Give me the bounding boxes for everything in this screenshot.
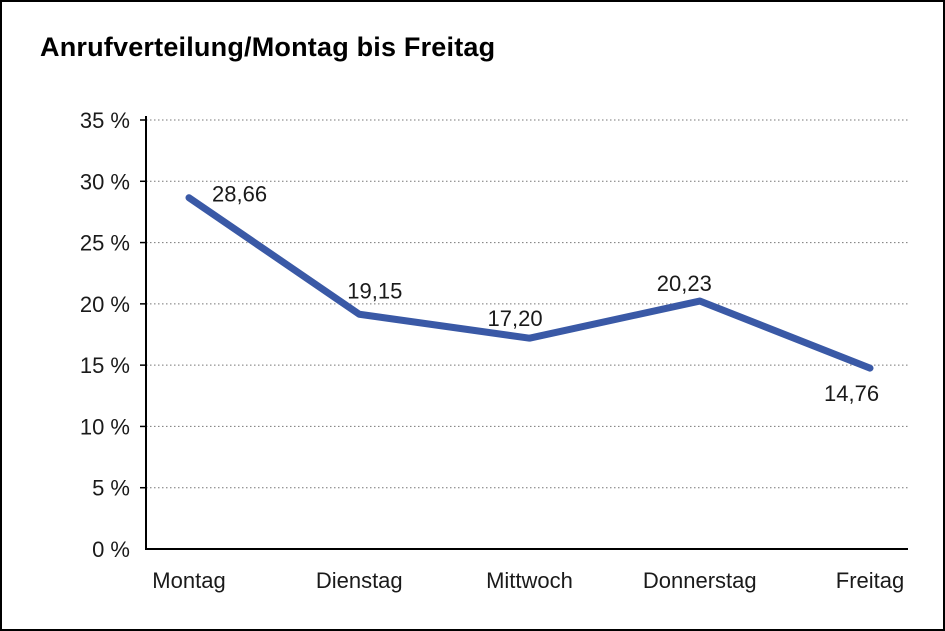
data-line — [185, 194, 874, 372]
x-category-label: Freitag — [836, 568, 904, 593]
x-category-label: Mittwoch — [486, 568, 573, 593]
value-label: 20,23 — [657, 271, 712, 296]
y-tick-label: 20 % — [80, 292, 130, 317]
value-label: 28,66 — [212, 182, 267, 207]
y-tick-label: 30 % — [80, 169, 130, 194]
x-category-label: Dienstag — [316, 568, 403, 593]
value-label: 17,20 — [488, 306, 543, 331]
y-tick-label: 15 % — [80, 353, 130, 378]
y-tick-label: 0 % — [92, 537, 130, 562]
value-label: 14,76 — [824, 381, 879, 406]
y-tick-label: 10 % — [80, 414, 130, 439]
x-category-label: Donnerstag — [643, 568, 757, 593]
x-category-label: Montag — [152, 568, 225, 593]
value-label: 19,15 — [347, 278, 402, 303]
y-tick-label: 25 % — [80, 231, 130, 256]
y-tick-label: 5 % — [92, 476, 130, 501]
y-tick-label: 35 % — [80, 108, 130, 133]
chart-title: Anrufverteilung/Montag bis Freitag — [40, 32, 496, 62]
